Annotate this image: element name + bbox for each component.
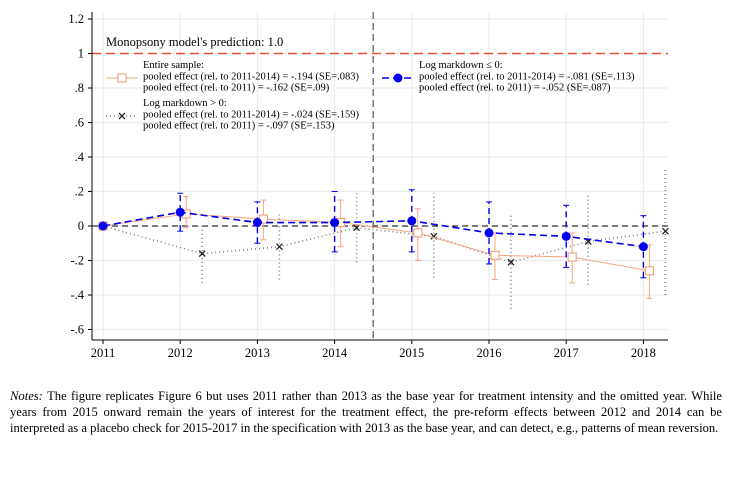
y-tick-label: -.6	[70, 323, 84, 337]
data-point	[98, 221, 108, 231]
data-point	[644, 266, 655, 276]
notes-text: The figure replicates Figure 6 but uses …	[10, 389, 723, 435]
legend-text: pooled effect (rel. to 2011) = -.052 (SE…	[419, 83, 611, 94]
series-markdown_nonpos	[98, 189, 648, 279]
data-point	[484, 228, 494, 238]
data-point	[561, 231, 571, 241]
y-tick-label: -.2	[70, 254, 84, 268]
legend-swatch-marker	[393, 73, 403, 83]
data-point	[175, 207, 185, 217]
data-point	[490, 250, 500, 260]
data-point	[407, 216, 417, 226]
x-tick-label: 2015	[399, 346, 424, 360]
reference-line-label: Monopsony model's prediction: 1.0	[106, 35, 283, 49]
data-point	[275, 243, 283, 251]
data-point	[330, 218, 340, 228]
legend-markdown_pos: Log markdown > 0:pooled effect (rel. to …	[106, 98, 359, 132]
y-tick-label: 1.2	[68, 12, 84, 26]
legend-text: pooled effect (rel. to 2011) = -.162 (SE…	[143, 83, 330, 94]
legends: Entire sample:pooled effect (rel. to 201…	[106, 60, 635, 132]
legend-swatch-marker	[118, 112, 126, 120]
legend-text: Entire sample:	[143, 60, 204, 71]
y-tick-label: 1	[78, 47, 84, 61]
y-tick-label: .6	[75, 116, 84, 130]
data-point	[661, 227, 669, 235]
series-layer	[98, 167, 669, 309]
legend-text: pooled effect (rel. to 2011-2014) = -.19…	[143, 71, 359, 82]
legend-text: pooled effect (rel. to 2011-2014) = -.08…	[419, 71, 635, 82]
data-point	[252, 218, 262, 228]
y-tick-label: 0	[78, 219, 84, 233]
y-tick-label: .2	[75, 185, 84, 199]
data-point	[567, 252, 577, 262]
x-tick-label: 2018	[631, 346, 656, 360]
data-point	[198, 250, 206, 258]
series-line	[102, 213, 650, 272]
legend-text: Log markdown > 0:	[143, 98, 227, 109]
data-point	[507, 258, 515, 266]
legend-text: Log markdown ≤ 0:	[419, 60, 503, 71]
series-line	[102, 211, 644, 248]
x-tick-label: 2011	[91, 346, 116, 360]
legend-swatch-marker	[117, 73, 127, 83]
notes-label: Notes:	[10, 389, 43, 403]
series-markdown_pos	[99, 167, 669, 309]
axes	[91, 12, 668, 341]
tick-labels: 1.2 1 .8 .6 .4 .2 0 -.2 -.4 -.6 2011 2012 2013 2014 20…	[68, 12, 656, 360]
reference-lines	[92, 12, 668, 340]
x-tick-label: 2012	[168, 346, 193, 360]
data-point	[413, 228, 423, 238]
x-tick-label: 2014	[322, 346, 348, 360]
data-point	[638, 242, 648, 252]
legend-entire: Entire sample:pooled effect (rel. to 201…	[106, 60, 359, 94]
legend-text: pooled effect (rel. to 2011-2014) = -.02…	[143, 109, 359, 120]
series-line	[102, 225, 666, 264]
event-study-chart: 1.2 1 .8 .6 .4 .2 0 -.2 -.4 -.6 2011 2012 2013 2014 20…	[68, 12, 669, 360]
x-tick-label: 2016	[477, 346, 502, 360]
legend-markdown_nonpos: Log markdown ≤ 0:pooled effect (rel. to …	[382, 60, 635, 94]
y-tick-label: -.4	[70, 288, 84, 302]
gridlines	[92, 12, 668, 340]
x-tick-label: 2017	[554, 346, 579, 360]
x-tick-label: 2013	[245, 346, 270, 360]
y-tick-label: .8	[75, 81, 84, 95]
data-point	[353, 224, 361, 232]
legend-text: pooled effect (rel. to 2011) = -.097 (SE…	[143, 121, 335, 132]
y-tick-label: .4	[75, 150, 85, 164]
figure-notes: Notes: The figure replicates Figure 6 bu…	[10, 388, 722, 436]
